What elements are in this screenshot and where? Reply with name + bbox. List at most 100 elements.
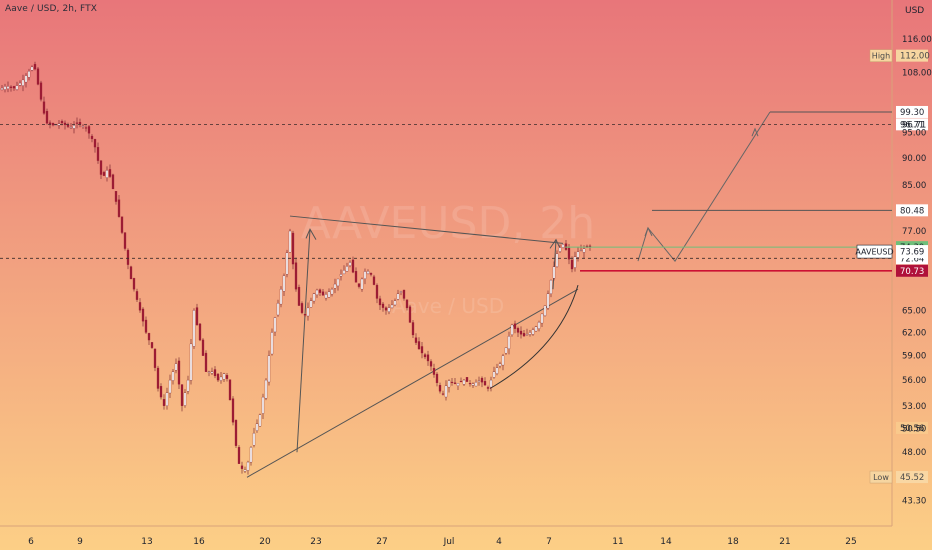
- candle[interactable]: [39, 82, 43, 100]
- candle[interactable]: [291, 232, 295, 265]
- candle[interactable]: [444, 385, 448, 398]
- candle[interactable]: [36, 68, 40, 85]
- candle[interactable]: [282, 275, 286, 292]
- candle[interactable]: [393, 300, 397, 306]
- candle[interactable]: [135, 291, 139, 300]
- candle[interactable]: [531, 329, 535, 335]
- candle[interactable]: [69, 127, 73, 129]
- candle[interactable]: [204, 352, 208, 372]
- candle[interactable]: [564, 243, 568, 250]
- candle[interactable]: [405, 299, 409, 309]
- candle[interactable]: [252, 432, 256, 446]
- candle[interactable]: [174, 363, 178, 371]
- candle[interactable]: [498, 363, 502, 367]
- candle[interactable]: [138, 302, 142, 311]
- candle[interactable]: [123, 232, 127, 249]
- candle[interactable]: [321, 291, 325, 296]
- candle[interactable]: [126, 249, 130, 265]
- candle[interactable]: [438, 385, 442, 392]
- candle[interactable]: [18, 82, 22, 86]
- candle[interactable]: [216, 373, 220, 381]
- candle[interactable]: [15, 85, 19, 90]
- candle[interactable]: [375, 284, 379, 299]
- candle[interactable]: [111, 174, 115, 190]
- candle[interactable]: [450, 381, 454, 384]
- candle[interactable]: [48, 122, 52, 125]
- candle[interactable]: [213, 369, 217, 377]
- candle[interactable]: [381, 303, 385, 308]
- candle[interactable]: [96, 147, 100, 161]
- candle[interactable]: [153, 348, 157, 368]
- candle[interactable]: [33, 64, 37, 70]
- candle[interactable]: [420, 346, 424, 354]
- candle[interactable]: [396, 293, 400, 300]
- candle[interactable]: [378, 298, 382, 306]
- candle[interactable]: [186, 379, 190, 392]
- candle[interactable]: [72, 125, 76, 129]
- candle[interactable]: [207, 371, 211, 373]
- support-curve[interactable]: [489, 284, 579, 389]
- candle[interactable]: [432, 368, 436, 375]
- candle[interactable]: [129, 266, 133, 280]
- candle[interactable]: [144, 319, 148, 333]
- candle[interactable]: [147, 333, 151, 341]
- candle[interactable]: [276, 303, 280, 316]
- candle[interactable]: [270, 332, 274, 355]
- candle[interactable]: [9, 86, 13, 88]
- candle[interactable]: [198, 323, 202, 341]
- candle[interactable]: [465, 377, 469, 382]
- candle[interactable]: [168, 379, 172, 394]
- candle[interactable]: [93, 139, 97, 148]
- candle[interactable]: [345, 266, 349, 272]
- candle[interactable]: [426, 354, 430, 362]
- candle[interactable]: [429, 361, 433, 367]
- candle[interactable]: [231, 398, 235, 423]
- candle[interactable]: [384, 307, 388, 311]
- candle[interactable]: [351, 259, 355, 273]
- candle[interactable]: [447, 380, 451, 388]
- candle[interactable]: [159, 386, 163, 398]
- candle[interactable]: [0, 87, 4, 90]
- candle[interactable]: [327, 291, 331, 298]
- candle[interactable]: [414, 337, 418, 343]
- candle[interactable]: [336, 278, 340, 287]
- candle[interactable]: [162, 399, 166, 406]
- candle[interactable]: [165, 392, 169, 406]
- candle[interactable]: [63, 122, 67, 125]
- candle[interactable]: [315, 289, 319, 296]
- candle[interactable]: [471, 383, 475, 386]
- candle[interactable]: [54, 124, 58, 126]
- candle[interactable]: [501, 355, 505, 366]
- candle[interactable]: [555, 253, 559, 267]
- candle[interactable]: [507, 336, 511, 349]
- candle[interactable]: [360, 278, 364, 290]
- projection-path[interactable]: [637, 111, 771, 262]
- candle[interactable]: [60, 121, 64, 124]
- candle[interactable]: [318, 289, 322, 293]
- candle[interactable]: [81, 125, 85, 127]
- candle[interactable]: [156, 367, 160, 389]
- candle[interactable]: [255, 423, 259, 431]
- candle[interactable]: [192, 310, 196, 347]
- candle[interactable]: [579, 249, 583, 252]
- candle[interactable]: [99, 160, 103, 175]
- candle[interactable]: [57, 123, 61, 126]
- candle[interactable]: [27, 71, 31, 78]
- candle[interactable]: [423, 354, 427, 358]
- candle[interactable]: [459, 380, 463, 383]
- candle[interactable]: [342, 270, 346, 275]
- candle[interactable]: [561, 244, 565, 248]
- candle[interactable]: [480, 377, 484, 383]
- candle[interactable]: [3, 86, 7, 90]
- candle[interactable]: [348, 262, 352, 266]
- candle[interactable]: [387, 307, 391, 312]
- candle[interactable]: [462, 379, 466, 385]
- candle[interactable]: [528, 332, 532, 335]
- candle[interactable]: [78, 122, 82, 125]
- candle[interactable]: [300, 303, 304, 313]
- candle[interactable]: [180, 384, 184, 406]
- candle[interactable]: [267, 355, 271, 383]
- candle[interactable]: [402, 289, 406, 299]
- candle[interactable]: [495, 367, 499, 374]
